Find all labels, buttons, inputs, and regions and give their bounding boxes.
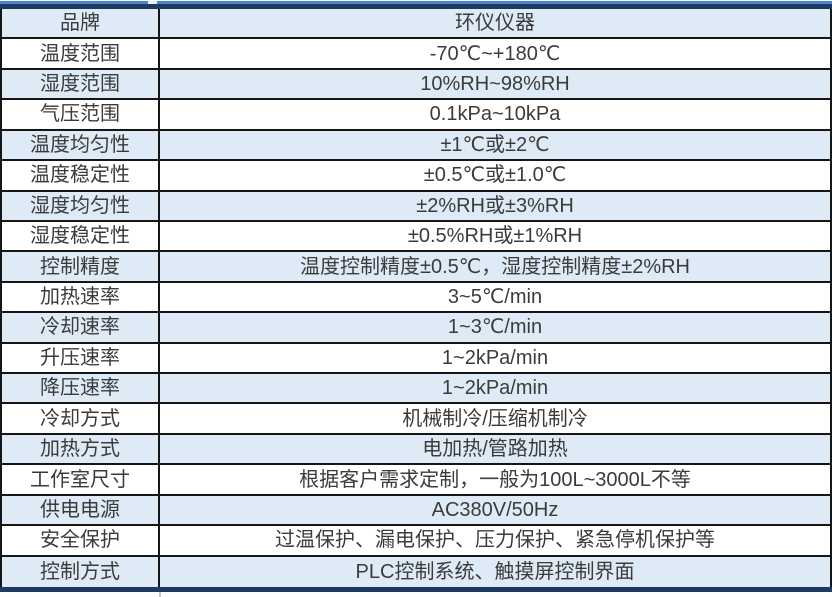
table-row-heating-rate: 加热速率 3~5℃/min	[2, 282, 830, 314]
spec-label: 温度均匀性	[2, 130, 160, 160]
table-outer-bottom-border	[0, 587, 832, 597]
table-row-humidity-uniformity: 湿度均匀性 ±2%RH或±3%RH	[2, 191, 830, 222]
table-row-pressure-range: 气压范围 0.1kPa~10kPa	[2, 100, 830, 131]
spec-label: 冷却速率	[2, 313, 160, 342]
bottom-row-sliver	[0, 592, 832, 597]
spec-value: 3~5℃/min	[447, 285, 543, 308]
spec-value: ±0.5℃或±1.0℃	[423, 164, 567, 187]
table-row-cooling-method: 冷却方式 机械制冷/压缩机制冷	[2, 404, 830, 435]
spec-value: 环仪仪器	[455, 12, 535, 35]
spec-label: 加热方式	[2, 434, 160, 464]
spec-label: 加热速率	[2, 282, 160, 312]
spec-label: 气压范围	[2, 100, 160, 129]
table-row-chamber-size: 工作室尺寸 根据客户需求定制，一般为100L~3000L不等	[2, 465, 830, 496]
spec-label: 冷却方式	[2, 404, 160, 433]
table-row-temp-stability: 温度稳定性 ±0.5℃或±1.0℃	[2, 161, 830, 192]
table-row-power-supply: 供电电源 AC380V/50Hz	[2, 495, 830, 527]
spec-value: ±0.5%RH或±1%RH	[407, 225, 583, 248]
spec-value: 温度控制精度±0.5℃，湿度控制精度±2%RH	[299, 255, 690, 278]
spec-value: PLC控制系统、触摸屏控制界面	[355, 560, 635, 583]
spec-value: ±1℃或±2℃	[440, 133, 550, 156]
bottom-heavy-rule	[0, 587, 832, 592]
spec-value: 10%RH~98%RH	[420, 73, 570, 96]
spec-label: 供电电源	[2, 495, 160, 525]
table-row-control-method: 控制方式 PLC控制系统、触摸屏控制界面	[2, 556, 830, 587]
spec-value: 过温保护、漏电保护、压力保护、紧急停机保护等	[275, 529, 715, 552]
top-heavy-rule	[0, 4, 832, 9]
spec-label: 品牌	[2, 9, 160, 38]
table-row-depressurize-rate: 降压速率 1~2kPa/min	[2, 374, 830, 405]
spec-label: 温度范围	[2, 39, 160, 68]
table-row-cooling-rate: 冷却速率 1~3℃/min	[2, 313, 830, 344]
spec-value: 机械制冷/压缩机制冷	[402, 407, 588, 430]
table-row-heating-method: 加热方式 电加热/管路加热	[2, 434, 830, 466]
spec-table: 品牌 环仪仪器 温度范围 -70℃~+180℃ 湿度范围 10%RH~98%RH…	[0, 9, 832, 587]
spec-value: 根据客户需求定制，一般为100L~3000L不等	[299, 468, 691, 491]
table-row-temp-range: 温度范围 -70℃~+180℃	[2, 39, 830, 70]
table-outer-top-border	[0, 0, 832, 9]
spec-value: 电加热/管路加热	[422, 438, 568, 461]
spec-label: 温度稳定性	[2, 161, 160, 190]
spec-label: 安全保护	[2, 526, 160, 555]
table-row-temp-uniformity: 温度均匀性 ±1℃或±2℃	[2, 130, 830, 162]
spec-label: 工作室尺寸	[2, 465, 160, 494]
table-row-pressurize-rate: 升压速率 1~2kPa/min	[2, 343, 830, 375]
spec-label: 湿度均匀性	[2, 191, 160, 220]
top-accent-line	[0, 1, 832, 4]
table-row-safety-protection: 安全保护 过温保护、漏电保护、压力保护、紧急停机保护等	[2, 526, 830, 557]
spec-label: 降压速率	[2, 374, 160, 403]
table-row-humidity-range: 湿度范围 10%RH~98%RH	[2, 69, 830, 101]
table-row-brand: 品牌 环仪仪器	[2, 9, 830, 40]
spec-label: 升压速率	[2, 343, 160, 373]
top-white-sliver	[0, 0, 832, 1]
spec-label: 湿度范围	[2, 69, 160, 99]
top-divider-notch	[148, 1, 157, 4]
table-row-control-accuracy: 控制精度 温度控制精度±0.5℃，湿度控制精度±2%RH	[2, 252, 830, 283]
spec-label: 湿度稳定性	[2, 221, 160, 251]
spec-value: 1~3℃/min	[447, 316, 543, 339]
spec-value: 0.1kPa~10kPa	[429, 103, 561, 126]
spec-value: -70℃~+180℃	[429, 42, 561, 65]
bottom-divider-stub	[159, 592, 161, 597]
spec-value: 1~2kPa/min	[441, 346, 549, 369]
spec-value: 1~2kPa/min	[441, 377, 549, 400]
table-row-humidity-stability: 湿度稳定性 ±0.5%RH或±1%RH	[2, 221, 830, 253]
spec-value: ±2%RH或±3%RH	[416, 194, 574, 217]
spec-label: 控制方式	[2, 556, 160, 587]
spec-label: 控制精度	[2, 252, 160, 281]
spec-value: AC380V/50Hz	[431, 498, 559, 521]
